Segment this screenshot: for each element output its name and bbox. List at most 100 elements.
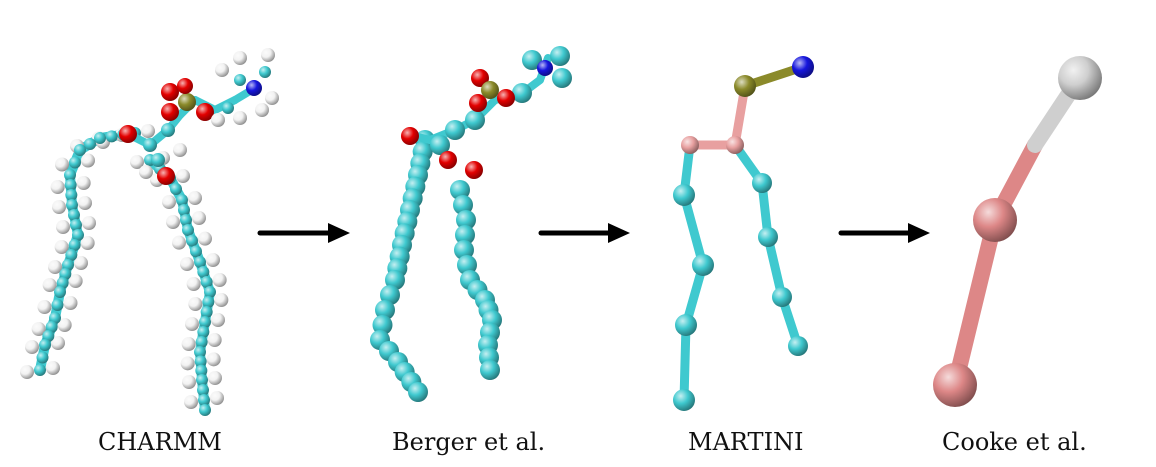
united-atom-bead (522, 50, 542, 70)
hydrogen-atom (198, 231, 212, 246)
tail-bead (758, 227, 778, 247)
hydrogen-atom (139, 165, 153, 179)
carbon-atom (51, 299, 64, 311)
arrow-2 (538, 223, 630, 243)
oxygen-atom (157, 167, 175, 185)
arrow-1 (257, 223, 350, 243)
tail-bead (673, 389, 695, 411)
carbon-atom (180, 214, 192, 226)
hydrogen-atom (180, 356, 195, 371)
oxygen-atom (497, 89, 515, 107)
hydrogen-atom (48, 260, 62, 274)
label-cooke: Cooke et al. (942, 428, 1087, 456)
carbon-atom (161, 123, 175, 137)
carbon-atom (70, 219, 82, 231)
tail-bead (933, 363, 977, 407)
charmm-molecule (20, 48, 279, 416)
carbon-atom (65, 189, 78, 201)
tail-bond (763, 232, 787, 302)
berger-molecule (370, 46, 572, 402)
label-berger: Berger et al. (392, 428, 546, 456)
carbon-atom (197, 384, 209, 396)
carbon-atom (84, 138, 96, 150)
hydrogen-atom (46, 361, 60, 375)
carbon-atom (49, 312, 61, 324)
oxygen-atom (469, 94, 487, 112)
united-atom-bead (457, 255, 477, 275)
hydrogen-atom (42, 278, 57, 292)
oxygen-atom (196, 103, 214, 121)
hydrogen-atom (78, 196, 92, 210)
hydrogen-atom (207, 333, 222, 347)
carbon-atom (194, 355, 207, 368)
carbon-atom (143, 138, 157, 152)
hydrogen-atom (82, 216, 96, 230)
carbon-atom (194, 346, 206, 358)
hydrogen-atom (20, 365, 34, 379)
oxygen-atom (471, 69, 489, 87)
hydrogen-atom (25, 340, 39, 354)
hydrogen-atom (63, 296, 78, 310)
hydrogen-atom (37, 300, 52, 314)
carbon-atom (66, 199, 78, 211)
carbon-atom (222, 102, 234, 114)
oxygen-atom (465, 161, 483, 179)
glycerol-bead (726, 136, 744, 154)
carbon-atom (56, 277, 69, 289)
tail-bead (772, 287, 792, 307)
carbon-atom (197, 326, 210, 338)
carbon-atom (200, 306, 213, 318)
united-atom-bead (372, 315, 393, 335)
nitrogen-atom (537, 60, 553, 76)
hydrogen-atom (184, 395, 198, 409)
hydrogen-atom (141, 124, 155, 138)
hydrogen-atom (68, 274, 83, 288)
hydrogen-atom (265, 91, 279, 105)
hydrogen-atom (55, 157, 69, 172)
cooke-molecule (933, 56, 1102, 407)
hydrogen-atom (212, 273, 227, 287)
tail-bead (788, 336, 808, 356)
hydrogen-atom (176, 169, 190, 183)
hydrogen-atom (186, 277, 201, 291)
united-atom-bead (465, 110, 485, 130)
hydrogen-atom (210, 391, 224, 405)
carbon-atom (195, 364, 208, 377)
hydrogen-atom (188, 297, 203, 311)
carbon-atom (42, 330, 55, 342)
hydrogen-atom (172, 235, 186, 250)
carbon-atom (36, 351, 49, 364)
carbon-atom (170, 183, 182, 195)
martini-molecule (673, 56, 814, 411)
united-atom-bead (453, 195, 473, 215)
carbon-atom (59, 268, 72, 280)
phosphorus-atom (481, 81, 499, 99)
tail-bead (973, 198, 1017, 242)
hydrogen-atom (255, 103, 269, 117)
carbon-atom (72, 229, 84, 241)
hydrogen-atom (233, 51, 247, 65)
carbon-atom (68, 239, 81, 251)
tail-bead (675, 314, 697, 336)
carbon-atom (198, 394, 210, 406)
carbon-atom (199, 404, 211, 416)
united-atom-bead (480, 360, 500, 380)
carbon-atom (234, 74, 246, 86)
oxygen-atom (439, 151, 457, 169)
phosphate-bead (734, 75, 756, 97)
hydrogen-atom (188, 191, 202, 205)
oxygen-atom (401, 127, 419, 145)
glycerol-bead (681, 136, 699, 154)
hydrogen-atom (180, 257, 194, 271)
hydrogen-atom (211, 113, 225, 127)
carbon-atom (74, 144, 86, 156)
united-atom-bead (512, 83, 532, 103)
hydrogen-atom (261, 48, 275, 62)
carbon-atom (64, 169, 76, 181)
label-martini: MARTINI (688, 428, 804, 456)
oxygen-atom (161, 103, 179, 121)
hydrogen-atom (31, 322, 46, 336)
hydrogen-atom (52, 200, 66, 214)
united-atom-bead (550, 46, 570, 66)
